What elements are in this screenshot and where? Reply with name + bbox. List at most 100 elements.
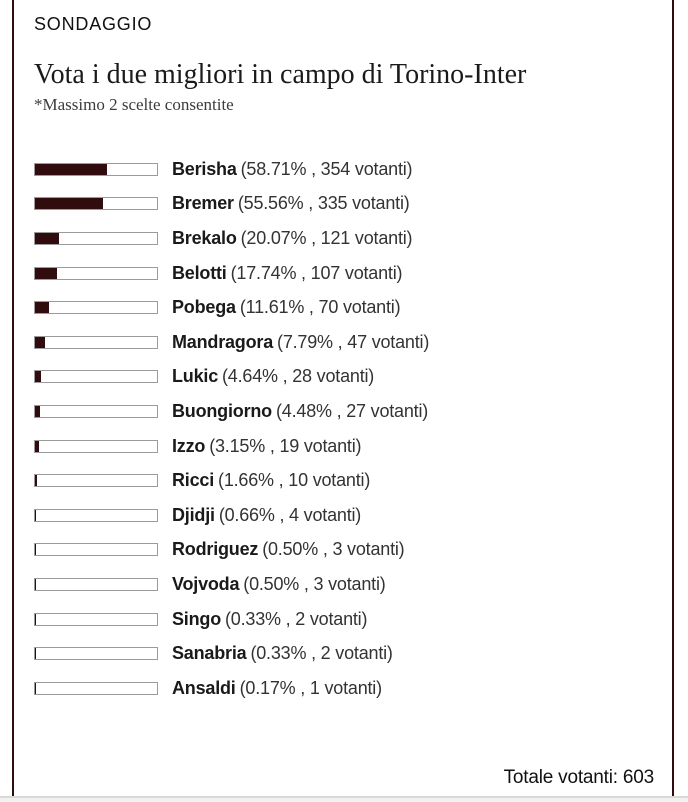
poll-option-row: Singo (0.33% , 2 votanti) (34, 602, 654, 637)
player-name: Belotti (172, 262, 227, 283)
result-value: (4.48% , 27 votanti) (275, 400, 429, 421)
poll-option-row: Ricci (1.66% , 10 votanti) (34, 463, 654, 498)
result-bar-track (34, 162, 158, 176)
poll-option-row: Mandragora (7.79% , 47 votanti) (34, 325, 654, 360)
poll-option-row: Berisha (58.71% , 354 votanti) (34, 152, 654, 187)
poll-option-row: Izzo (3.15% , 19 votanti) (34, 429, 654, 464)
result-bar-track (34, 370, 158, 384)
poll-option-row: Pobega (11.61% , 70 votanti) (34, 290, 654, 325)
result-bar-fill (35, 578, 36, 590)
result-value: (0.66% , 4 votanti) (218, 504, 362, 525)
result-bar-fill (35, 198, 103, 210)
result-bar-fill (35, 405, 41, 417)
player-name: Brekalo (172, 227, 237, 248)
result-bar-track (34, 681, 158, 695)
result-label: Sanabria (0.33% , 2 votanti) (172, 643, 393, 664)
player-name: Buongiorno (172, 400, 272, 421)
player-name: Djidji (172, 504, 215, 525)
result-label: Djidji (0.66% , 4 votanti) (172, 505, 361, 526)
poll-option-row: Vojvoda (0.50% , 3 votanti) (34, 567, 654, 602)
result-label: Bremer (55.56% , 335 votanti) (172, 193, 410, 214)
result-label: Vojvoda (0.50% , 3 votanti) (172, 574, 386, 595)
result-label: Rodriguez (0.50% , 3 votanti) (172, 539, 405, 560)
result-bar-track (34, 439, 158, 453)
player-name: Ricci (172, 470, 215, 491)
result-bar-fill (35, 440, 39, 452)
result-label: Buongiorno (4.48% , 27 votanti) (172, 401, 428, 422)
result-bar-fill (35, 336, 45, 348)
result-bar-track (34, 612, 158, 626)
result-label: Izzo (3.15% , 19 votanti) (172, 436, 361, 457)
poll-results-list: Berisha (58.71% , 354 votanti) Bremer (55.… (34, 152, 654, 706)
poll-kicker: SONDAGGIO (34, 14, 153, 34)
result-label: Ansaldi (0.17% , 1 votanti) (172, 678, 382, 699)
poll-option-row: Ansaldi (0.17% , 1 votanti) (34, 671, 654, 706)
result-value: (4.64% , 28 votanti) (222, 366, 375, 387)
result-bar-fill (35, 163, 107, 175)
player-name: Ansaldi (172, 677, 236, 698)
player-name: Vojvoda (172, 573, 240, 594)
total-voters: Totale votanti: 603 (503, 767, 655, 788)
poll-option-row: Brekalo (20.07% , 121 votanti) (34, 221, 654, 256)
result-bar-fill (35, 302, 50, 314)
player-name: Berisha (172, 158, 237, 179)
result-bar-track (34, 474, 158, 488)
poll-option-row: Buongiorno (4.48% , 27 votanti) (34, 394, 654, 429)
player-name: Sanabria (172, 643, 247, 664)
result-value: (3.15% , 19 votanti) (209, 435, 362, 456)
result-value: (7.79% , 47 votanti) (277, 331, 430, 352)
poll-option-row: Sanabria (0.33% , 2 votanti) (34, 636, 654, 671)
result-value: (17.74% , 107 votanti) (230, 262, 403, 283)
poll-panel: SONDAGGIO Vota i due migliori in campo d… (12, 0, 674, 796)
player-name: Singo (172, 608, 221, 629)
result-value: (0.50% , 3 votanti) (243, 573, 386, 594)
result-bar-track (34, 301, 158, 315)
result-label: Brekalo (20.07% , 121 votanti) (172, 227, 413, 249)
result-value: (58.71% , 354 votanti) (240, 158, 413, 179)
result-value: (55.56% , 335 votanti) (237, 193, 410, 214)
poll-option-row: Djidji (0.66% , 4 votanti) (34, 498, 654, 533)
player-name: Izzo (172, 435, 206, 456)
result-bar-fill (35, 475, 38, 487)
player-name: Rodriguez (172, 539, 259, 560)
result-label: Berisha (58.71% , 354 votanti) (172, 158, 413, 180)
result-value: (0.33% , 2 votanti) (250, 643, 393, 664)
player-name: Mandragora (172, 331, 274, 352)
bottom-divider (0, 796, 688, 802)
result-bar-track (34, 577, 158, 591)
result-label: Pobega (11.61% , 70 votanti) (172, 297, 401, 318)
result-bar-track (34, 231, 158, 245)
result-label: Belotti (17.74% , 107 votanti) (172, 262, 403, 284)
result-value: (0.17% , 1 votanti) (239, 677, 382, 698)
result-value: (0.33% , 2 votanti) (225, 608, 368, 629)
result-bar-track (34, 508, 158, 522)
result-bar-track (34, 647, 158, 661)
result-label: Lukic (4.64% , 28 votanti) (172, 366, 374, 387)
result-bar-track (34, 197, 158, 211)
player-name: Pobega (172, 297, 236, 318)
result-label: Mandragora (7.79% , 47 votanti) (172, 332, 429, 353)
result-bar-track (34, 266, 158, 280)
result-bar-track (34, 404, 158, 418)
result-bar-fill (35, 267, 57, 279)
poll-option-row: Lukic (4.64% , 28 votanti) (34, 360, 654, 395)
player-name: Lukic (172, 366, 219, 387)
poll-option-row: Bremer (55.56% , 335 votanti) (34, 187, 654, 222)
result-label: Singo (0.33% , 2 votanti) (172, 609, 367, 630)
result-bar-track (34, 543, 158, 557)
player-name: Bremer (172, 193, 234, 214)
result-value: (20.07% , 121 votanti) (240, 227, 413, 248)
result-bar-fill (35, 544, 36, 556)
poll-option-row: Rodriguez (0.50% , 3 votanti) (34, 533, 654, 568)
result-value: (1.66% , 10 votanti) (218, 470, 371, 491)
poll-subtitle: *Massimo 2 scelte consentite (34, 95, 234, 114)
result-bar-fill (35, 371, 41, 383)
result-bar-track (34, 335, 158, 349)
result-bar-fill (35, 232, 60, 244)
poll-title: Vota i due migliori in campo di Torino-I… (34, 59, 527, 90)
result-label: Ricci (1.66% , 10 votanti) (172, 470, 370, 491)
result-value: (0.50% , 3 votanti) (262, 539, 405, 560)
result-bar-fill (35, 509, 36, 521)
poll-option-row: Belotti (17.74% , 107 votanti) (34, 256, 654, 291)
